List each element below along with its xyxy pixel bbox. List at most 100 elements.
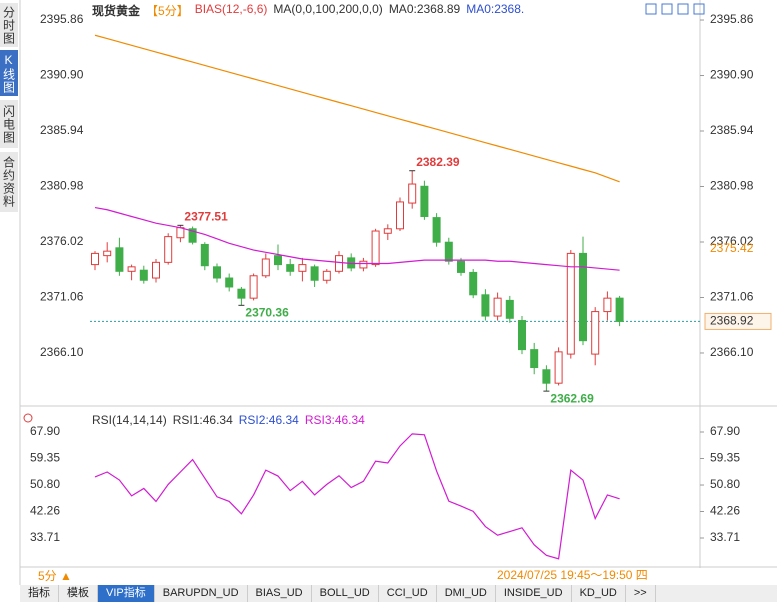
indicator: RSI2:46.34 <box>238 413 299 427</box>
indicator-tab[interactable]: BOLL_UD <box>312 585 379 602</box>
candle-body <box>261 258 270 277</box>
candle-body <box>127 266 136 272</box>
candle-body <box>310 266 319 281</box>
candle-body <box>237 288 246 299</box>
candle-body <box>554 351 563 384</box>
tab-bar: 指标 模板 VIP指标 BARUPDN_UD BIAS_UD BOLL_UD CCI_UD D… <box>20 585 777 602</box>
y-tick-label: 2366.10 <box>710 345 754 359</box>
y-tick-label: 2390.90 <box>40 68 84 82</box>
indicator: RSI(14,14,14) <box>92 413 167 427</box>
y-tick-label: 67.90 <box>710 424 740 438</box>
candle-body <box>603 297 612 313</box>
y-tick-label: 42.26 <box>710 504 740 518</box>
y-tick-label: 2385.94 <box>710 123 754 137</box>
y-tick-label: 67.90 <box>30 424 60 438</box>
indicator: BIAS(12,-6,6) <box>194 2 268 16</box>
y-tick-label: 2376.02 <box>710 234 754 248</box>
toolbar-icons[interactable] <box>645 3 705 15</box>
candle-body <box>176 227 185 239</box>
candle-body <box>615 297 624 322</box>
tab-flash[interactable]: 闪电图 <box>0 100 18 148</box>
candle-body <box>591 311 600 355</box>
candle-body <box>420 185 429 217</box>
indicator-tab[interactable]: >> <box>626 585 656 602</box>
annotation: 2377.51 <box>184 209 228 223</box>
candle-body <box>213 266 221 279</box>
candle-body <box>200 243 209 267</box>
tab-timeshare[interactable]: 分时图 <box>0 3 18 47</box>
candle-body <box>371 230 380 266</box>
indicator: RSI1:46.34 <box>172 413 233 427</box>
indicator: MA0:2368. <box>466 2 525 16</box>
indicator-tab[interactable]: KD_UD <box>572 585 626 602</box>
time-range: 2024/07/25 19:45～19:50 四 <box>497 568 648 582</box>
candle-body <box>505 299 514 319</box>
annotation: 2382.39 <box>416 155 460 169</box>
candle-body <box>286 264 295 272</box>
y-tick-label: 2390.90 <box>710 68 754 82</box>
symbol: 现货黄金 <box>92 4 141 18</box>
rsi-legend: RSI(14,14,14) RSI1:46.34 RSI2:46.34 RSI3… <box>92 413 365 427</box>
candle-body <box>444 241 453 262</box>
candle-body <box>359 260 368 269</box>
candle-body <box>335 255 343 272</box>
indicator-tab[interactable]: BARUPDN_UD <box>155 585 248 602</box>
candle-body <box>188 228 197 243</box>
indicator-tab[interactable]: INSIDE_UD <box>496 585 572 602</box>
candle-body <box>481 294 490 317</box>
y-tick-label: 2380.98 <box>40 179 84 193</box>
ma-marker: 2375.42 <box>710 241 754 255</box>
candle-body <box>322 270 331 281</box>
candle-body <box>225 277 234 288</box>
candle-body <box>274 255 282 266</box>
last-price-box <box>704 312 772 330</box>
indicator: MA(0,0,100,200,0,0) <box>273 2 383 16</box>
candle-body <box>469 271 478 296</box>
candle-body <box>579 252 587 342</box>
y-tick-label: 2366.10 <box>40 345 84 359</box>
period-switch[interactable]: 5分 ▲ <box>38 569 72 583</box>
candle-body <box>432 217 441 243</box>
y-tick-label: 59.35 <box>30 451 60 465</box>
candle-body <box>164 236 173 263</box>
last-price-label: 2368.92 <box>710 314 754 328</box>
y-tick-label: 42.26 <box>30 504 60 518</box>
candle-body <box>457 260 465 273</box>
candle-body <box>103 250 112 257</box>
indicator-tab[interactable]: BIAS_UD <box>248 585 312 602</box>
tab-contract[interactable]: 合约资料 <box>0 152 18 212</box>
candle-body <box>518 320 526 351</box>
candle-body <box>152 261 160 279</box>
period: 【5分】 <box>146 4 189 18</box>
candle-body <box>542 369 551 384</box>
indicator-tab[interactable]: VIP指标 <box>98 585 155 602</box>
indicator-tab[interactable]: 模板 <box>59 585 98 602</box>
indicator-tab[interactable]: CCI_UD <box>379 585 437 602</box>
candle-body <box>249 275 258 299</box>
indicator-tab[interactable]: DMI_UD <box>437 585 496 602</box>
annotation: 2362.69 <box>550 391 594 405</box>
y-tick-label: 33.71 <box>30 530 60 544</box>
price-legend: 现货黄金 【5分】 BIAS(12,-6,6) MA(0,0,100,200,0… <box>92 2 524 19</box>
candle-body <box>91 252 99 266</box>
y-tick-label: 2371.06 <box>710 290 754 304</box>
rsi-icon <box>23 413 33 423</box>
line <box>94 206 620 271</box>
annotation: 2370.36 <box>245 305 289 319</box>
indicator: MA0:2368.89 <box>388 2 461 16</box>
y-tick-label: 2385.94 <box>40 123 84 137</box>
indicator-tab[interactable]: 指标 <box>20 585 59 602</box>
y-tick-label: 2380.98 <box>710 179 754 193</box>
candle-body <box>408 183 417 204</box>
y-tick-label: 2371.06 <box>40 290 84 304</box>
tab-kline[interactable]: K线图 <box>0 50 18 96</box>
y-tick-label: 2376.02 <box>40 234 84 248</box>
candle-body <box>530 349 539 369</box>
y-tick-label: 2395.86 <box>710 12 754 26</box>
candle-body <box>298 264 307 272</box>
candle-body <box>566 252 575 355</box>
indicator: RSI3:46.34 <box>304 413 365 427</box>
line <box>94 433 620 560</box>
